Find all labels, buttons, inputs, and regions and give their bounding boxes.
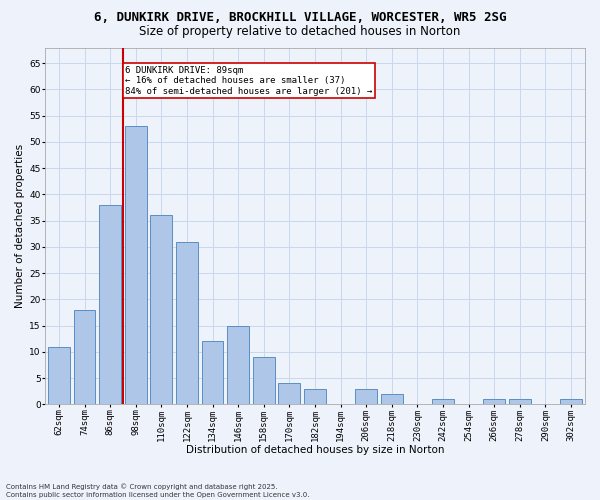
Bar — [227, 326, 249, 404]
Bar — [74, 310, 95, 404]
Text: Contains HM Land Registry data © Crown copyright and database right 2025.
Contai: Contains HM Land Registry data © Crown c… — [6, 484, 310, 498]
Bar — [432, 399, 454, 404]
Bar — [278, 384, 300, 404]
Text: 6, DUNKIRK DRIVE, BROCKHILL VILLAGE, WORCESTER, WR5 2SG: 6, DUNKIRK DRIVE, BROCKHILL VILLAGE, WOR… — [94, 11, 506, 24]
Text: Size of property relative to detached houses in Norton: Size of property relative to detached ho… — [139, 25, 461, 38]
Bar — [151, 216, 172, 404]
Bar — [560, 399, 582, 404]
Bar — [202, 342, 223, 404]
Text: 6 DUNKIRK DRIVE: 89sqm
← 16% of detached houses are smaller (37)
84% of semi-det: 6 DUNKIRK DRIVE: 89sqm ← 16% of detached… — [125, 66, 373, 96]
Bar — [381, 394, 403, 404]
Bar — [509, 399, 530, 404]
Y-axis label: Number of detached properties: Number of detached properties — [15, 144, 25, 308]
Bar — [253, 357, 275, 405]
Bar — [355, 388, 377, 404]
Bar — [48, 346, 70, 405]
Bar — [99, 205, 121, 404]
Bar — [176, 242, 198, 404]
Bar — [483, 399, 505, 404]
X-axis label: Distribution of detached houses by size in Norton: Distribution of detached houses by size … — [185, 445, 444, 455]
Bar — [304, 388, 326, 404]
Bar — [125, 126, 146, 404]
